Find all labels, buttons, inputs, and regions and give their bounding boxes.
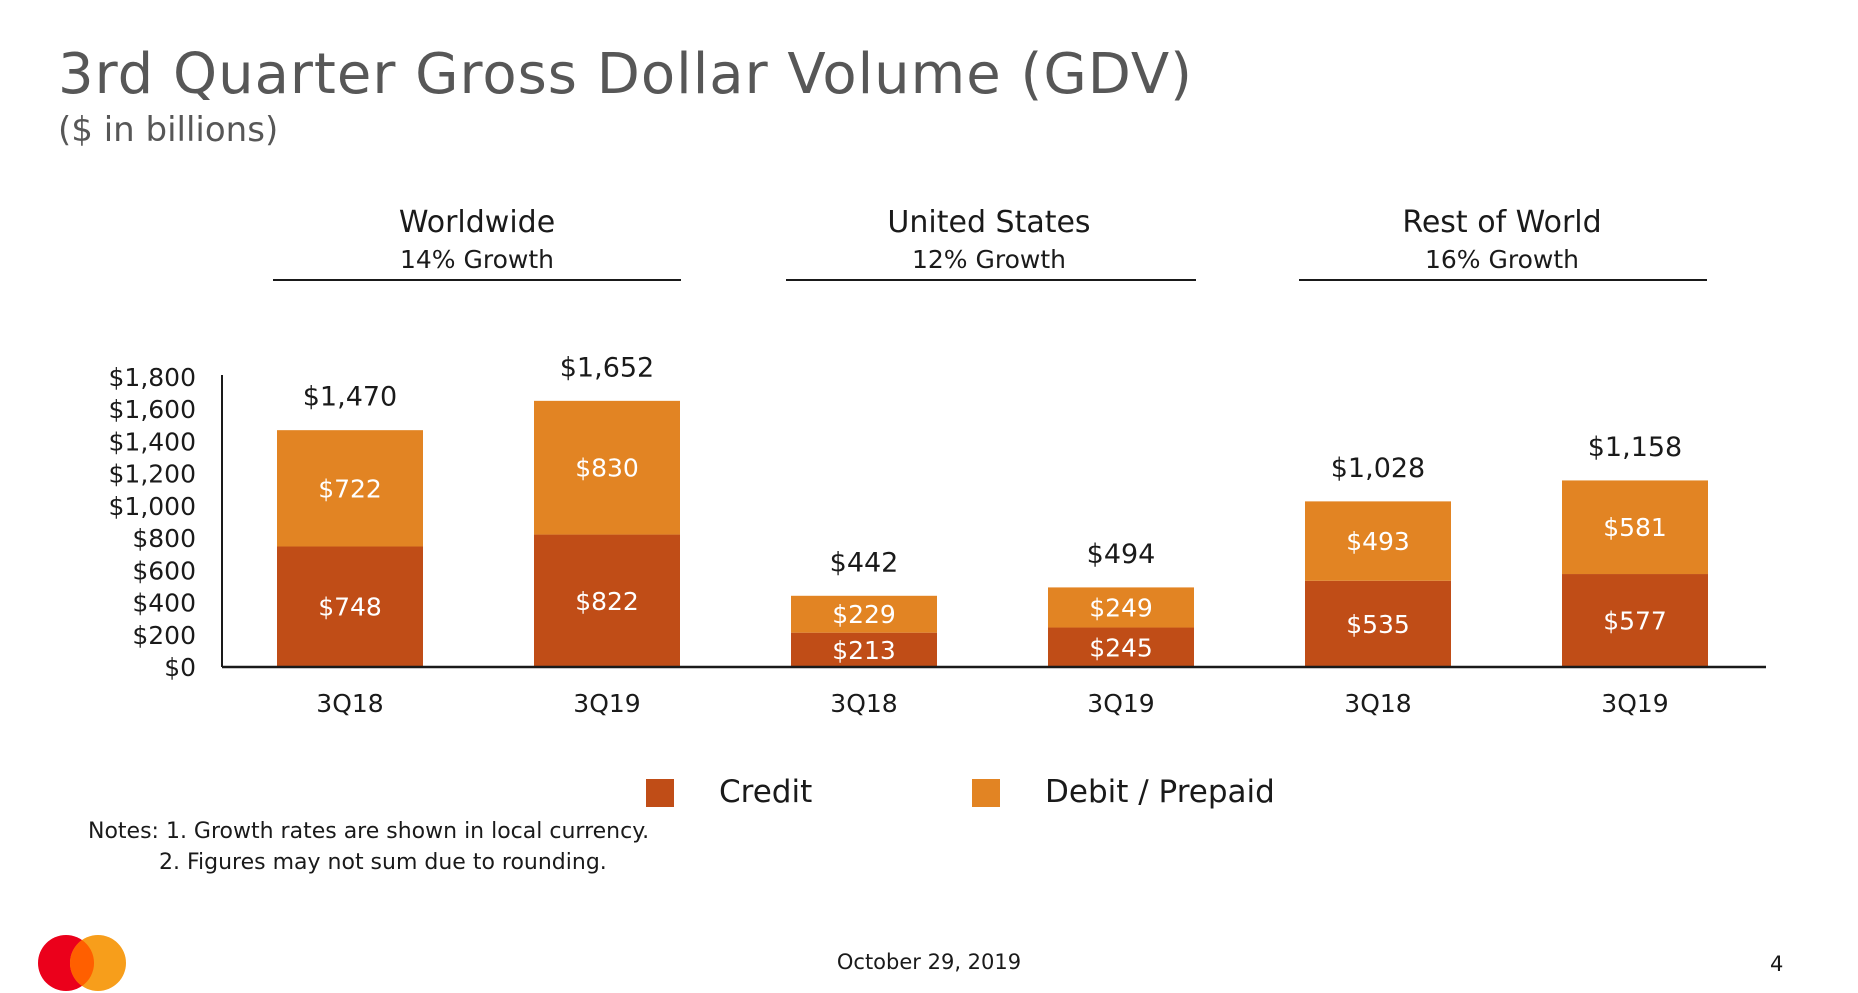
data-label-debit-prepaid: $581: [1603, 513, 1667, 542]
y-tick-label: $0: [164, 653, 196, 682]
data-label-credit: $535: [1346, 610, 1410, 639]
group-growth: 16% Growth: [1424, 245, 1579, 274]
x-tick-label: 3Q19: [1087, 689, 1154, 718]
group-header-worldwide: Worldwide 14% Growth: [272, 204, 682, 278]
x-tick-label: 3Q19: [573, 689, 640, 718]
data-label-debit-prepaid: $249: [1089, 593, 1153, 622]
bar-credit: [534, 534, 680, 667]
total-label: $1,028: [1331, 453, 1425, 484]
bar-credit: [1048, 627, 1194, 667]
y-tick-label: $600: [132, 556, 196, 585]
total-label: $494: [1087, 539, 1156, 570]
legend-label-debit-prepaid: Debit / Prepaid: [1045, 774, 1275, 810]
footer-date: October 29, 2019: [836, 950, 1022, 974]
y-tick-label: $400: [132, 589, 196, 618]
group-rule-worldwide: [273, 279, 681, 281]
notes: Notes: 1. Growth rates are shown in loca…: [88, 816, 649, 878]
data-label-debit-prepaid: $229: [832, 600, 896, 629]
bar-credit: [791, 632, 937, 667]
mastercard-logo-icon: [38, 935, 126, 991]
x-tick-label: 3Q18: [1344, 689, 1411, 718]
group-growth: 12% Growth: [911, 245, 1066, 274]
group-name: United States: [887, 205, 1091, 240]
group-rule-rest-of-world: [1299, 279, 1707, 281]
bar-credit: [277, 546, 423, 667]
legend-swatch-credit: [646, 779, 674, 807]
x-tick-label: 3Q18: [316, 689, 383, 718]
data-label-debit-prepaid: $830: [575, 454, 639, 483]
data-label-credit: $245: [1089, 633, 1153, 662]
bar-debit-prepaid: [1562, 480, 1708, 575]
bar-credit: [1305, 580, 1451, 667]
group-name: Worldwide: [398, 205, 556, 240]
y-tick-label: $1,600: [109, 395, 196, 424]
x-tick-label: 3Q19: [1601, 689, 1668, 718]
y-tick-label: $1,000: [109, 492, 196, 521]
bar-debit-prepaid: [277, 430, 423, 547]
x-tick-label: 3Q18: [830, 689, 897, 718]
group-name: Rest of World: [1402, 205, 1602, 240]
group-header-rest-of-world: Rest of World 16% Growth: [1297, 204, 1707, 278]
y-tick-label: $1,800: [109, 363, 196, 392]
total-label: $1,470: [303, 382, 397, 413]
legend-label-credit: Credit: [719, 774, 813, 810]
data-label-debit-prepaid: $722: [318, 474, 382, 503]
note-1: Notes: 1. Growth rates are shown in loca…: [88, 819, 650, 844]
total-label: $442: [830, 547, 899, 578]
y-tick-label: $1,200: [109, 460, 196, 489]
page-number: 4: [1770, 952, 1784, 976]
y-tick-label: $800: [132, 524, 196, 553]
legend-swatch-debit-prepaid: [972, 779, 1000, 807]
bar-debit-prepaid: [791, 595, 937, 633]
y-tick-label: $200: [132, 621, 196, 650]
group-rule-united-states: [786, 279, 1196, 281]
page-subtitle: ($ in billions): [58, 110, 279, 150]
group-header-united-states: United States 12% Growth: [784, 204, 1194, 278]
total-label: $1,652: [560, 352, 654, 383]
y-tick-label: $1,400: [109, 427, 196, 456]
bar-debit-prepaid: [534, 400, 680, 535]
group-growth: 14% Growth: [399, 245, 554, 274]
data-label-credit: $822: [575, 587, 639, 616]
data-label-credit: $748: [318, 593, 382, 622]
bar-credit: [1562, 574, 1708, 667]
data-label-debit-prepaid: $493: [1346, 527, 1410, 556]
page-title: 3rd Quarter Gross Dollar Volume (GDV): [58, 42, 1194, 107]
bar-debit-prepaid: [1305, 501, 1451, 581]
data-label-credit: $213: [832, 636, 896, 665]
bar-debit-prepaid: [1048, 587, 1194, 628]
note-2: 2. Figures may not sum due to rounding.: [159, 850, 607, 875]
data-label-credit: $577: [1603, 607, 1667, 636]
total-label: $1,158: [1588, 432, 1682, 463]
